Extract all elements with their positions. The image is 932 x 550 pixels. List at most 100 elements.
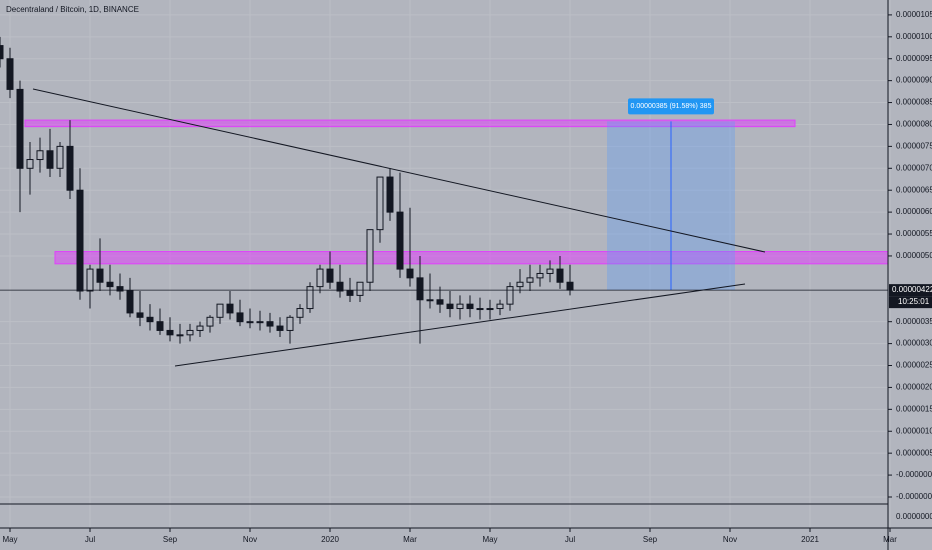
measure-label-bg <box>628 98 714 115</box>
chart-title: Decentraland / Bitcoin, 1D, BINANCE <box>6 5 139 14</box>
x-tick-label: Nov <box>723 535 737 544</box>
candle-body <box>516 281 524 288</box>
candle-body <box>326 268 334 283</box>
candle-body <box>316 268 324 288</box>
candle-body <box>196 325 204 331</box>
x-tick-label: 2020 <box>321 535 339 544</box>
candle-body <box>166 329 174 336</box>
x-tick-label: Jul <box>565 535 575 544</box>
candle-body <box>206 316 214 327</box>
zone <box>24 119 796 128</box>
candle-body <box>276 325 284 331</box>
candle-body <box>496 303 504 310</box>
candle-body <box>36 150 44 161</box>
candle-body <box>396 211 404 270</box>
candle-body <box>266 321 274 327</box>
candle-body <box>336 281 344 292</box>
candle-body <box>116 286 124 292</box>
candle-body <box>66 145 74 191</box>
candle-body <box>6 58 14 90</box>
candle-body <box>176 334 184 337</box>
x-tick-label: Sep <box>163 535 178 544</box>
measure-label: 0.00000385 (91.58%) 385 <box>631 103 712 110</box>
candle-body <box>446 303 454 310</box>
candle-body <box>16 88 24 169</box>
candle-body <box>416 277 424 301</box>
candle-body <box>96 268 104 283</box>
candle-body <box>556 268 564 283</box>
candle-body <box>546 268 554 274</box>
candle-body <box>426 299 434 302</box>
candle-body <box>26 159 34 169</box>
last-price-bg <box>889 284 932 297</box>
candle-body <box>486 308 494 311</box>
candle-body <box>256 321 264 324</box>
x-tick-label: Nov <box>243 535 257 544</box>
last-price-label: 0.00000422 <box>892 285 932 294</box>
candle-body <box>0 45 4 60</box>
zone <box>54 251 889 265</box>
x-tick-label: Sep <box>643 535 658 544</box>
candle-body <box>566 281 574 291</box>
candle-body <box>186 329 194 336</box>
candle-body <box>366 229 374 283</box>
candle-body <box>386 176 394 213</box>
y-tick-label: 0.00000050 <box>896 448 932 457</box>
candle-body <box>246 321 254 324</box>
candle-body <box>236 312 244 323</box>
candle-body <box>126 290 134 314</box>
x-tick-label: 2021 <box>801 535 819 544</box>
candle-body <box>536 272 544 279</box>
countdown: 10:25:01 <box>898 297 930 306</box>
candle-body <box>476 308 484 311</box>
candle-body <box>306 286 314 310</box>
trend-line <box>174 283 746 367</box>
candle-body <box>106 281 114 288</box>
candle-body <box>286 316 294 331</box>
y-tick-label: -0.00000050 <box>896 492 932 501</box>
candle-body <box>86 268 94 292</box>
candle-body <box>46 150 54 169</box>
candle-body <box>226 303 234 314</box>
candle-body <box>506 286 514 305</box>
x-tick-label: May <box>482 535 497 544</box>
candle-body <box>526 277 534 283</box>
candle-body <box>356 281 364 296</box>
candle-body <box>346 290 354 296</box>
candle-body <box>466 303 474 310</box>
candle-body <box>136 312 144 318</box>
trend-line <box>32 88 766 253</box>
x-tick-label: Mar <box>403 535 417 544</box>
x-tick-label: May <box>2 535 17 544</box>
candle-body <box>156 321 164 331</box>
candle-body <box>296 308 304 318</box>
candle-body <box>56 145 64 169</box>
candle-body <box>376 176 384 231</box>
candle-body <box>76 189 84 292</box>
candle-body <box>146 316 154 323</box>
candle-body <box>456 303 464 310</box>
candle-body <box>216 303 224 318</box>
countdown-bg <box>889 296 932 309</box>
x-tick-label: Mar <box>883 535 897 544</box>
